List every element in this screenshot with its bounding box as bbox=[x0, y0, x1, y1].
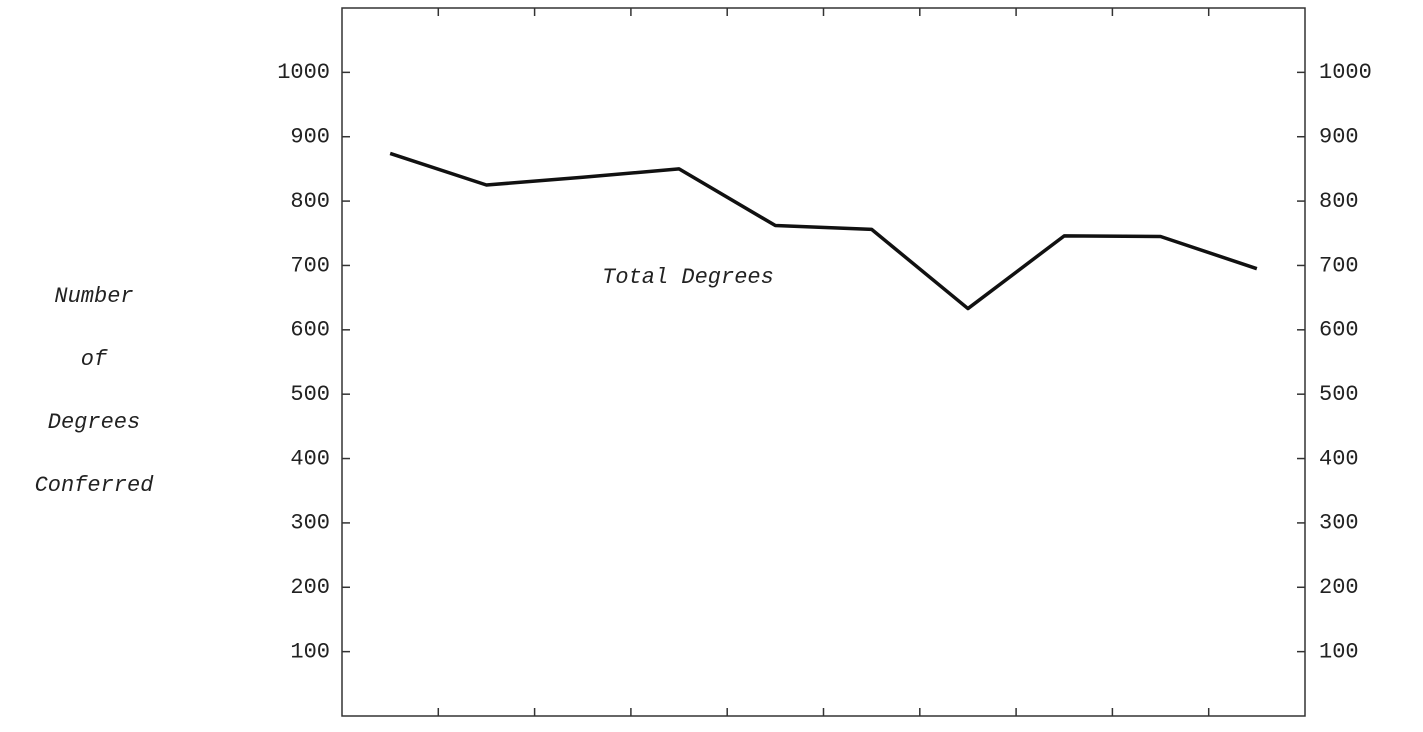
y-tick-label: 100 bbox=[290, 639, 330, 664]
y-tick-label: 700 bbox=[290, 253, 330, 278]
y2-tick-label: 300 bbox=[1319, 511, 1359, 536]
y-tick-label: 1000 bbox=[277, 60, 330, 85]
y-axis-label: of bbox=[81, 347, 108, 372]
y-axis-label: Conferred bbox=[35, 473, 155, 498]
y-tick-label: 300 bbox=[290, 511, 330, 536]
y-tick-label: 400 bbox=[290, 446, 330, 471]
y-tick-label: 500 bbox=[290, 382, 330, 407]
y-tick-label: 200 bbox=[290, 575, 330, 600]
y2-tick-label: 800 bbox=[1319, 189, 1359, 214]
y2-tick-label: 200 bbox=[1319, 575, 1359, 600]
y-tick-label: 900 bbox=[290, 125, 330, 150]
y-axis-label: Degrees bbox=[48, 410, 140, 435]
y-tick-label: 600 bbox=[290, 318, 330, 343]
y2-tick-label: 1000 bbox=[1319, 60, 1372, 85]
y2-tick-label: 700 bbox=[1319, 253, 1359, 278]
annotation: Total Degrees bbox=[602, 265, 774, 290]
data-line bbox=[389, 151, 1258, 311]
y2-tick-label: 100 bbox=[1319, 639, 1359, 664]
y-tick-label: 800 bbox=[290, 189, 330, 214]
y-axis-label: Number bbox=[54, 284, 133, 309]
plot-frame bbox=[341, 7, 1306, 717]
y2-tick-label: 400 bbox=[1319, 446, 1359, 471]
y2-tick-label: 500 bbox=[1319, 382, 1359, 407]
y2-tick-label: 900 bbox=[1319, 125, 1359, 150]
y2-tick-label: 600 bbox=[1319, 318, 1359, 343]
